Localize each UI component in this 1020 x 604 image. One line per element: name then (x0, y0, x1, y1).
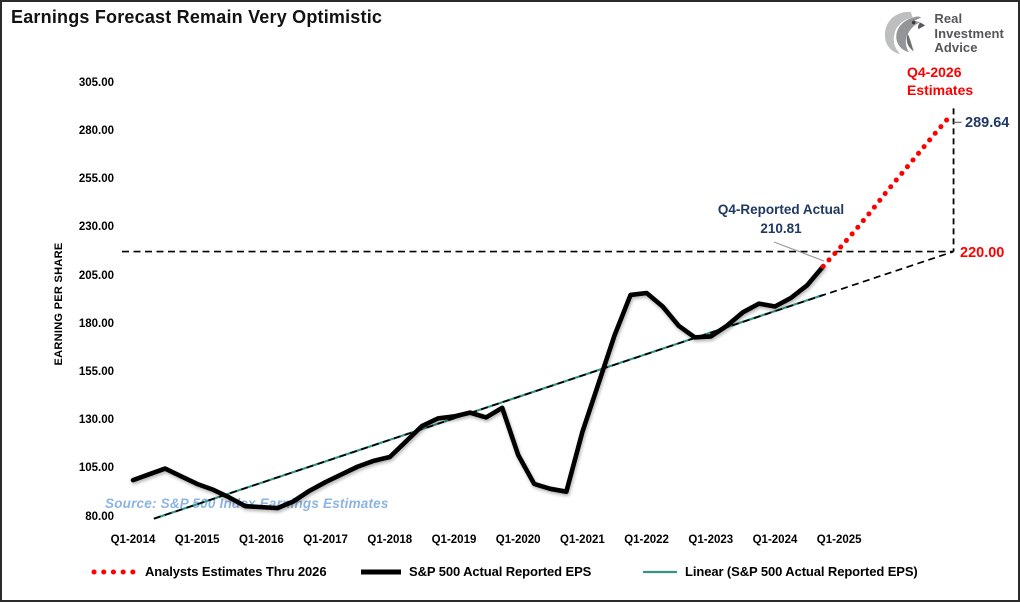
y-tick-label: 280.00 (78, 124, 114, 137)
x-tick-label: Q1-2024 (752, 534, 798, 546)
brand-line-2: Investment (934, 25, 1004, 41)
legend-label-linear-trend: Linear (S&P 500 Actual Reported EPS) (685, 564, 918, 579)
legend-dotted-line-icon (91, 569, 138, 574)
y-tick-label: 80.00 (85, 510, 114, 523)
y-tick-label: 205.00 (78, 269, 114, 282)
source-note: Source: S&P 500 Index Earnings Estimates (105, 496, 389, 511)
x-tick-label: Q1-2018 (367, 534, 413, 546)
annotation-leader-line (773, 241, 825, 262)
y-tick-label: 155.00 (78, 366, 114, 379)
legend-item-estimates[interactable]: Analysts Estimates Thru 2026 (90, 564, 327, 579)
y-tick-label: 180.00 (78, 317, 114, 330)
annotation-trend-value: 220.00 (960, 245, 1005, 261)
y-tick-label: 130.00 (78, 414, 114, 427)
y-tick-label: 255.00 (78, 173, 114, 186)
x-tick-label: Q1-2020 (495, 534, 541, 546)
legend-item-linear-trend[interactable]: Linear (S&P 500 Actual Reported EPS) (642, 564, 918, 579)
annotation-estimate-value: 289.64 (965, 115, 1010, 131)
legend-label-estimates: Analysts Estimates Thru 2026 (145, 564, 327, 579)
annotation-q4-reported-actual: Q4-Reported Actual 210.81 (695, 200, 867, 238)
x-tick-label: Q1-2014 (110, 534, 156, 546)
actual-eps-line[interactable] (130, 264, 826, 511)
annotation-reported-label: Q4-Reported Actual (717, 202, 845, 217)
x-tick-label: Q1-2016 (239, 534, 284, 546)
brand-line-1: Real (934, 11, 963, 26)
x-tick-label: Q1-2023 (688, 534, 734, 546)
x-tick-label: Q1-2021 (560, 534, 605, 546)
annotation-q4-2026-line2: Estimates (907, 82, 974, 98)
legend-thick-line-icon (361, 569, 401, 574)
brand-logo: Real Investment Advice (882, 9, 1004, 57)
eagle-icon (885, 11, 926, 55)
x-tick-label: Q1-2025 (816, 534, 862, 546)
trend-extension-dashed-line (153, 250, 954, 520)
chart-legend: Analysts Estimates Thru 2026 S&P 500 Act… (2, 560, 1020, 590)
x-tick-label: Q1-2017 (303, 534, 348, 546)
legend-thin-line-icon (643, 570, 677, 573)
legend-item-actual-eps[interactable]: S&P 500 Actual Reported EPS (360, 564, 591, 579)
annotation-reported-value: 210.81 (760, 221, 802, 236)
y-tick-label: 230.00 (78, 221, 114, 234)
legend-label-actual-eps: S&P 500 Actual Reported EPS (409, 564, 592, 579)
y-tick-label: 105.00 (78, 462, 114, 475)
brand-line-3: Advice (934, 40, 978, 55)
y-tick-label: 305.00 (78, 76, 114, 89)
estimates-dotted-line[interactable] (820, 111, 955, 269)
x-tick-label: Q1-2022 (624, 534, 669, 546)
brand-name: Real Investment Advice (934, 11, 1004, 56)
page-title: Earnings Forecast Remain Very Optimistic (11, 7, 383, 27)
annotation-q4-2026-line1: Q4-2026 (907, 64, 962, 80)
x-tick-label: Q1-2019 (431, 534, 477, 546)
x-tick-label: Q1-2015 (174, 534, 220, 546)
annotation-q4-2026-estimates: Q4-2026 Estimates (907, 63, 973, 99)
